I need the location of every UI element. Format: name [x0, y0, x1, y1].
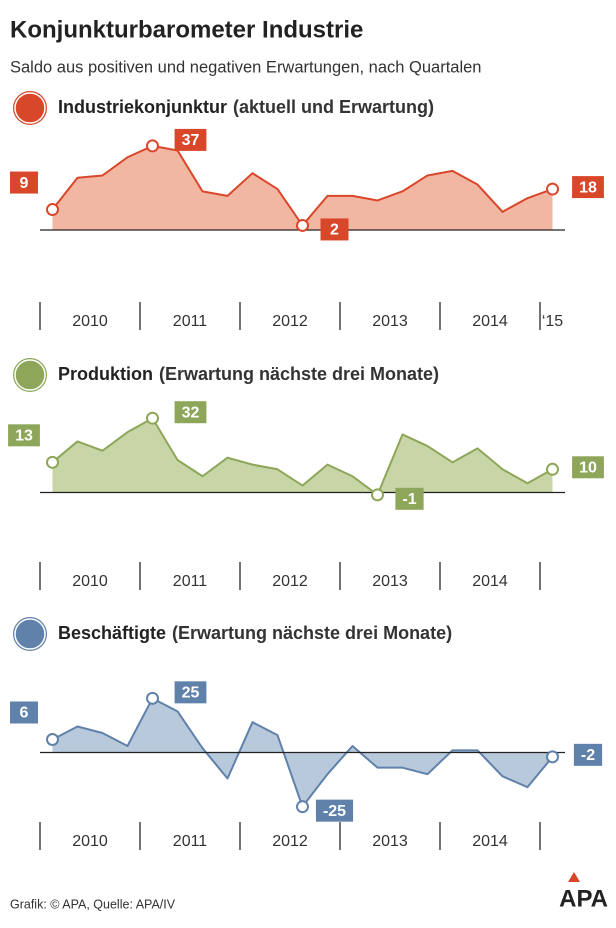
data-label-box [395, 487, 424, 510]
data-label-text: -1 [402, 491, 416, 508]
data-label-box [174, 681, 207, 704]
data-label: 37 [174, 128, 207, 151]
data-label-box [10, 701, 38, 724]
data-label-text: 9 [20, 175, 29, 192]
header-icon-ring [14, 92, 46, 124]
x-tick-label: 2011 [173, 573, 208, 590]
x-tick-label: 2012 [272, 573, 308, 590]
x-tick-label: 2010 [72, 833, 108, 850]
point-marker [371, 488, 384, 502]
data-label: 6 [10, 701, 38, 724]
data-label: 18 [572, 176, 604, 199]
chart-subtitle: (aktuell und Erwartung) [233, 97, 434, 117]
data-label: -2 [573, 743, 603, 766]
x-tick-label: 2014 [472, 833, 508, 850]
point-marker [146, 139, 159, 153]
area-fill [52, 418, 553, 495]
x-tick-label: 2013 [372, 313, 408, 330]
point-marker [146, 411, 159, 425]
area-fill [52, 145, 553, 230]
data-label-text: -2 [581, 747, 595, 764]
data-label-box [315, 799, 354, 822]
x-tick-label: 2014 [472, 573, 508, 590]
logo-mark [568, 872, 580, 882]
footer: Grafik: © APA, Quelle: APA/IV [10, 897, 176, 911]
data-label: 25 [174, 681, 207, 704]
data-label-text: -25 [323, 803, 346, 820]
x-tick-label: ‘15 [542, 313, 563, 330]
point-marker [46, 733, 59, 746]
x-tick-label: 2014 [472, 313, 508, 330]
header-icon-ring [14, 359, 46, 391]
header-icon [11, 356, 49, 394]
data-label-box [572, 176, 604, 199]
data-label: -1 [395, 487, 424, 510]
x-tick-label: 2010 [72, 573, 108, 590]
chart-subtitle: (Erwartung nächste drei Monate) [172, 623, 452, 643]
data-label-box [174, 128, 207, 151]
point-marker [546, 462, 559, 476]
data-label-box [174, 401, 207, 424]
area-line [51, 417, 553, 496]
data-label-text: 10 [579, 460, 597, 477]
chart-title: Beschäftigte (Erwartung nächste drei Mona… [58, 623, 452, 643]
data-label-box [320, 218, 349, 241]
point-marker [296, 218, 309, 232]
data-label-box [573, 743, 603, 766]
x-tick-label: 2013 [372, 833, 408, 850]
data-label-box [572, 456, 604, 479]
header-icon-ring [14, 618, 46, 650]
main-subtitle: Saldo aus positiven und negativen Erwart… [10, 58, 481, 76]
point-marker [46, 455, 59, 469]
data-label: -25 [315, 799, 354, 822]
data-label-text: 2 [330, 222, 339, 239]
chart-title-text: Beschäftigte [58, 623, 166, 643]
chart-title-text: Produktion [58, 364, 153, 384]
data-label-text: 37 [182, 132, 200, 149]
x-tick-label: 2011 [173, 833, 208, 850]
data-label: 13 [8, 424, 40, 447]
chart-subtitle: (Erwartung nächste drei Monate) [159, 364, 439, 384]
main-title: Konjunkturbarometer Industrie [10, 16, 363, 43]
data-label-text: 13 [15, 428, 33, 445]
point-marker [146, 691, 159, 705]
data-label-text: 32 [182, 404, 200, 421]
data-label-box [8, 424, 40, 447]
data-label-text: 18 [579, 179, 597, 196]
logo: APA [559, 885, 608, 912]
x-tick-label: 2012 [272, 833, 308, 850]
point-marker [546, 182, 559, 196]
data-label: 32 [174, 401, 207, 424]
point-marker [46, 203, 59, 217]
point-marker [546, 750, 559, 764]
data-label-box [10, 171, 38, 194]
header-icon [11, 89, 49, 127]
header-icon [11, 615, 49, 653]
data-label-text: 25 [182, 685, 200, 702]
chart-title: Produktion (Erwartung nächste drei Monate… [58, 364, 439, 384]
x-tick-label: 2011 [173, 313, 208, 330]
chart-title: Industriekonjunktur (aktuell und Erwartun… [58, 97, 434, 117]
data-label: 9 [10, 171, 38, 194]
point-marker [296, 800, 309, 814]
data-label: 2 [320, 218, 349, 241]
x-tick-label: 2013 [372, 573, 408, 590]
x-tick-label: 2012 [272, 313, 308, 330]
data-label-text: 6 [20, 705, 29, 722]
x-tick-label: 2010 [72, 313, 108, 330]
data-label: 10 [572, 456, 604, 479]
chart-title-text: Industriekonjunktur [58, 97, 227, 117]
